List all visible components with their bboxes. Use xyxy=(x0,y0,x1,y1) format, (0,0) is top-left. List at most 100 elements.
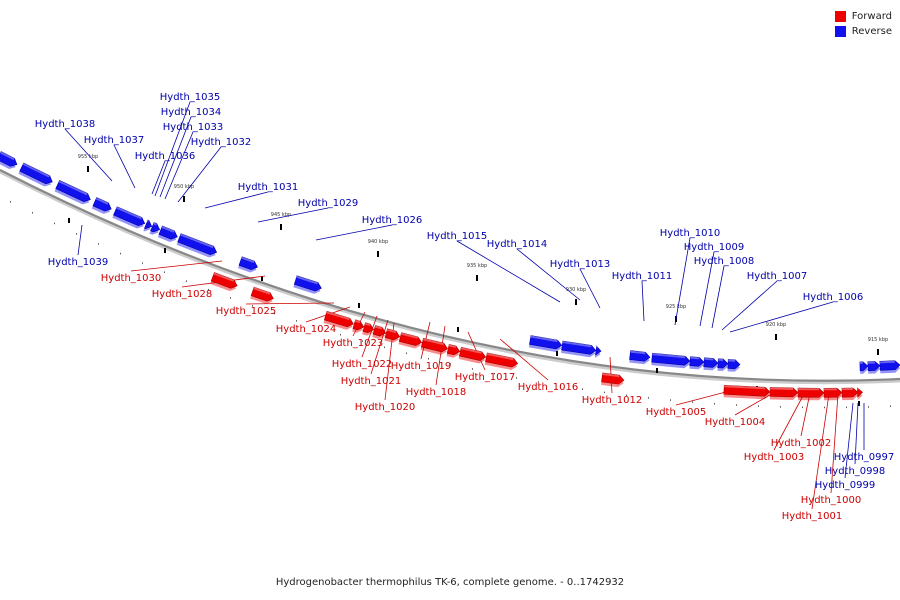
gene-label-hydth_1020[interactable]: Hydth_1020 xyxy=(355,402,416,413)
gene-feature-hydth_1008[interactable] xyxy=(703,357,719,371)
gene-feature-hydth_1036[interactable] xyxy=(91,197,113,216)
scale-tick-mark xyxy=(87,166,89,172)
gene-label-hydth_1025[interactable]: Hydth_1025 xyxy=(216,306,277,317)
gene-label-hydth_1026[interactable]: Hydth_1026 xyxy=(362,215,423,226)
gene-feature-hydth_1029[interactable] xyxy=(238,256,259,274)
gene-feature-hydth_1000[interactable] xyxy=(857,387,863,400)
gene-label-hydth_1000[interactable]: Hydth_1000 xyxy=(801,495,862,506)
gene-label-hydth_1037[interactable]: Hydth_1037 xyxy=(84,135,145,146)
gene-label-hydth_1007[interactable]: Hydth_1007 xyxy=(747,271,808,282)
gene-feature-hydth_1011[interactable] xyxy=(629,350,651,365)
gene-label-hydth_1031[interactable]: Hydth_1031 xyxy=(238,182,299,193)
gene-label-hydth_1012[interactable]: Hydth_1012 xyxy=(582,395,643,406)
gene-label-hydth_1036[interactable]: Hydth_1036 xyxy=(135,151,196,162)
gene-label-hydth_1004[interactable]: Hydth_1004 xyxy=(705,417,766,428)
gene-label-hydth_1029[interactable]: Hydth_1029 xyxy=(298,198,359,209)
reverse-swatch xyxy=(834,26,846,37)
gene-label-hydth_1034[interactable]: Hydth_1034 xyxy=(161,107,222,118)
gene-feature-hydth_1017[interactable] xyxy=(458,346,487,364)
gene-label-hydth_0998[interactable]: Hydth_0998 xyxy=(825,466,886,477)
gene-arrow xyxy=(398,332,423,346)
gene-label-hydth_1016[interactable]: Hydth_1016 xyxy=(518,382,579,393)
gene-feature-hydth_1023[interactable] xyxy=(362,322,375,337)
leader-line xyxy=(729,301,834,333)
gene-feature-hydth_1009[interactable] xyxy=(689,356,705,370)
gene-feature-hydth_1024[interactable] xyxy=(352,319,365,334)
gene-feature-hydth_1022[interactable] xyxy=(372,325,387,341)
gene-label-hydth_1005[interactable]: Hydth_1005 xyxy=(646,407,707,418)
gene-feature-hydth_0998[interactable] xyxy=(867,361,881,374)
gene-label-hydth_1038[interactable]: Hydth_1038 xyxy=(35,119,96,130)
gene-label-hydth_1019[interactable]: Hydth_1019 xyxy=(391,361,452,372)
gene-feature-hydth_1037[interactable] xyxy=(54,180,93,206)
gene-label-hydth_1009[interactable]: Hydth_1009 xyxy=(684,242,745,253)
gene-arrow xyxy=(879,360,900,371)
gene-label-hydth_1024[interactable]: Hydth_1024 xyxy=(276,324,337,335)
gene-feature-hydth_1006[interactable] xyxy=(727,359,741,372)
gene-label-hydth_1039[interactable]: Hydth_1039 xyxy=(48,257,109,268)
gene-feature-hydth_1016[interactable] xyxy=(484,352,519,371)
gene-feature-hydth_1012[interactable] xyxy=(601,372,625,388)
gene-feature-hydth_1005[interactable] xyxy=(723,384,771,400)
gene-label-hydth_1030[interactable]: Hydth_1030 xyxy=(101,273,162,284)
gene-label-hydth_1011[interactable]: Hydth_1011 xyxy=(612,271,673,282)
gene-feature-hydth_0999[interactable] xyxy=(859,361,869,374)
gene-feature-hydth_1025[interactable] xyxy=(323,310,354,331)
gene-feature-hydth_1004[interactable] xyxy=(769,387,799,400)
gene-label-hydth_1010[interactable]: Hydth_1010 xyxy=(660,228,721,239)
gene-feature-hydth_1038[interactable] xyxy=(18,162,54,189)
gene-label-hydth_1015[interactable]: Hydth_1015 xyxy=(427,231,488,242)
gene-highlight xyxy=(486,352,514,361)
gene-feature-hydth_1002[interactable] xyxy=(823,387,843,401)
gene-feature-hydth_1001[interactable] xyxy=(841,387,859,401)
gene-label-hydth_1002[interactable]: Hydth_1002 xyxy=(771,438,832,449)
gene-label-hydth_1003[interactable]: Hydth_1003 xyxy=(744,452,805,463)
legend-item-forward: Forward xyxy=(834,9,892,24)
leader-line xyxy=(773,391,806,451)
gene-label-hydth_1022[interactable]: Hydth_1022 xyxy=(332,359,393,370)
gene-feature-hydth_1015[interactable] xyxy=(528,335,563,353)
gene-feature-hydth_1033[interactable] xyxy=(149,222,161,237)
gene-label-hydth_1035[interactable]: Hydth_1035 xyxy=(160,92,221,103)
leader-line xyxy=(674,237,691,326)
minor-tick-dot xyxy=(142,262,143,264)
gene-feature-hydth_1010[interactable] xyxy=(651,352,691,369)
gene-label-hydth_1013[interactable]: Hydth_1013 xyxy=(550,259,611,270)
gene-feature-hydth_0997[interactable] xyxy=(879,360,900,374)
gene-label-hydth_1033[interactable]: Hydth_1033 xyxy=(163,122,224,133)
gene-label-hydth_1023[interactable]: Hydth_1023 xyxy=(323,338,384,349)
gene-label-hydth_1032[interactable]: Hydth_1032 xyxy=(191,137,252,148)
gene-feature-hydth_1032[interactable] xyxy=(157,225,179,244)
gene-label-hydth_1028[interactable]: Hydth_1028 xyxy=(152,289,213,300)
leader-line xyxy=(177,146,222,203)
gene-label-hydth_0997[interactable]: Hydth_0997 xyxy=(834,452,895,463)
gene-label-hydth_1014[interactable]: Hydth_1014 xyxy=(487,239,548,250)
gene-arrow xyxy=(595,345,602,356)
gene-feature-hydth_1003[interactable] xyxy=(797,387,825,401)
gene-feature-hydth_1020[interactable] xyxy=(398,332,423,350)
gene-feature-hydth_1028[interactable] xyxy=(250,286,275,306)
gene-label-hydth_1006[interactable]: Hydth_1006 xyxy=(803,292,864,303)
gene-feature-hydth_1021[interactable] xyxy=(384,328,401,344)
gene-label-hydth_1018[interactable]: Hydth_1018 xyxy=(406,387,467,398)
gene-feature-hydth_1030[interactable] xyxy=(210,272,239,293)
gene-label-hydth_0999[interactable]: Hydth_0999 xyxy=(815,480,876,491)
gene-label-hydth_1008[interactable]: Hydth_1008 xyxy=(694,256,755,267)
gene-feature-hydth_1013[interactable] xyxy=(594,345,602,359)
gene-feature-hydth_1031[interactable] xyxy=(176,233,219,260)
gene-feature-hydth_1026[interactable] xyxy=(293,275,322,296)
minor-tick-dot xyxy=(32,212,33,214)
gene-feature-hydth_1007[interactable] xyxy=(717,358,729,372)
gene-feature-hydth_1039[interactable] xyxy=(0,151,19,172)
gene-feature-hydth_1019[interactable] xyxy=(420,337,449,356)
leader-line xyxy=(113,144,136,189)
gene-feature-hydth_1018[interactable] xyxy=(446,344,461,358)
gene-feature-hydth_1034[interactable] xyxy=(143,219,153,233)
gene-feature-hydth_1014[interactable] xyxy=(561,340,597,358)
gene-label-hydth_1021[interactable]: Hydth_1021 xyxy=(341,376,402,387)
gene-label-hydth_1001[interactable]: Hydth_1001 xyxy=(782,511,843,522)
gene-feature-hydth_1035[interactable] xyxy=(112,206,146,231)
gene-highlight xyxy=(386,328,397,334)
gene-label-hydth_1017[interactable]: Hydth_1017 xyxy=(455,372,516,383)
minor-tick-dot xyxy=(186,280,187,282)
